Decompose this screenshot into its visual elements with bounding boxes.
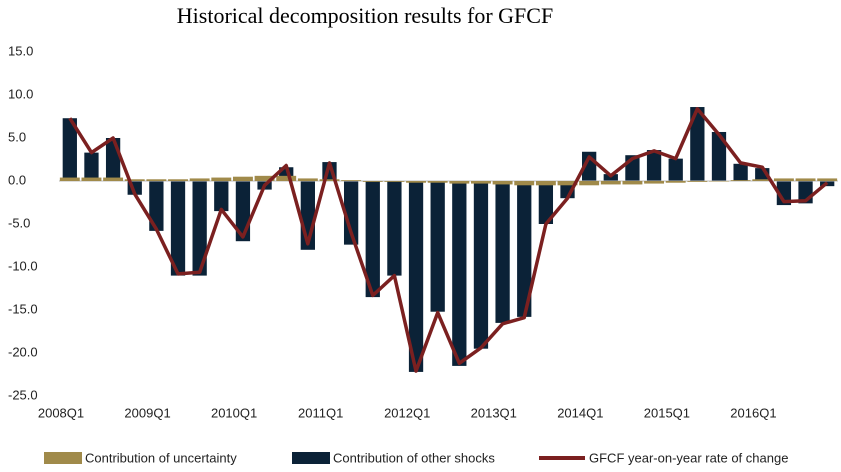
legend-swatch: [292, 452, 330, 464]
bar: [452, 181, 467, 366]
bar: [665, 181, 686, 183]
bar: [687, 181, 708, 182]
bar: [668, 158, 683, 181]
bar: [254, 175, 275, 181]
y-tick-label: 5.0: [8, 129, 26, 144]
bar: [730, 180, 751, 181]
bar: [365, 181, 380, 298]
legend-swatch: [44, 452, 82, 464]
y-tick-label: -25.0: [8, 387, 38, 402]
bar: [733, 163, 748, 181]
x-tick-label: 2012Q1: [384, 405, 430, 420]
y-tick-label: -15.0: [8, 301, 38, 316]
bar: [430, 181, 445, 312]
x-tick-label: 2013Q1: [471, 405, 517, 420]
bar: [406, 181, 426, 183]
y-tick-label: 0.0: [8, 172, 26, 187]
bar: [622, 181, 643, 185]
bar: [471, 181, 491, 184]
bar: [84, 152, 99, 181]
bar: [362, 181, 383, 182]
bar: [752, 179, 773, 181]
bar: [232, 176, 253, 181]
bar: [579, 181, 600, 186]
bar: [341, 180, 362, 181]
bar: [817, 178, 838, 181]
x-tick-label: 2010Q1: [211, 405, 257, 420]
y-tick-label: 10.0: [8, 86, 33, 101]
y-tick-label: -10.0: [8, 258, 38, 273]
bar: [427, 181, 448, 183]
bar: [408, 181, 424, 372]
bar: [517, 181, 532, 317]
x-tick-label: 2015Q1: [644, 405, 690, 420]
bar: [449, 181, 470, 184]
bar: [538, 181, 554, 224]
bar: [387, 181, 402, 276]
bar: [189, 178, 210, 181]
bar: [795, 178, 816, 181]
bar: [276, 175, 297, 181]
x-tick-label: 2011Q1: [298, 405, 343, 420]
bar: [103, 177, 124, 181]
bar: [603, 174, 618, 181]
bar: [709, 181, 729, 182]
bar: [384, 181, 405, 182]
x-tick-label: 2009Q1: [124, 405, 170, 420]
bar: [211, 177, 232, 181]
bar: [644, 181, 665, 184]
bar: [214, 181, 229, 212]
y-tick-label: -20.0: [8, 344, 38, 359]
bar: [59, 177, 80, 181]
bar: [535, 181, 556, 186]
bar: [690, 107, 705, 181]
bar: [149, 181, 164, 231]
legend-label: Contribution of other shocks: [333, 450, 495, 465]
bar: [495, 181, 510, 323]
bar: [168, 179, 188, 181]
bar: [492, 181, 513, 185]
x-tick-label: 2014Q1: [557, 405, 603, 420]
bar: [124, 179, 145, 181]
bar: [773, 178, 794, 181]
bar: [473, 181, 489, 349]
bar: [557, 181, 578, 186]
bar: [81, 177, 102, 181]
bar: [105, 138, 121, 181]
y-tick-label: 15.0: [8, 43, 33, 58]
bar: [146, 179, 167, 181]
legend-label: Contribution of uncertainty: [85, 450, 237, 465]
bar: [646, 150, 662, 181]
x-tick-label: 2016Q1: [730, 405, 776, 420]
bar: [297, 178, 318, 181]
bar: [62, 118, 77, 181]
legend-label: GFCF year-on-year rate of change: [589, 450, 788, 465]
bar: [711, 131, 727, 181]
bar: [514, 181, 535, 186]
line: [68, 107, 829, 373]
bar: [343, 181, 359, 245]
bar: [319, 179, 340, 181]
chart-title: Historical decomposition results for GFC…: [177, 3, 553, 28]
bar: [600, 181, 621, 185]
y-tick-label: -5.0: [8, 215, 30, 230]
bar: [170, 181, 186, 276]
x-tick-label: 2008Q1: [38, 405, 84, 420]
bar: [192, 181, 207, 276]
